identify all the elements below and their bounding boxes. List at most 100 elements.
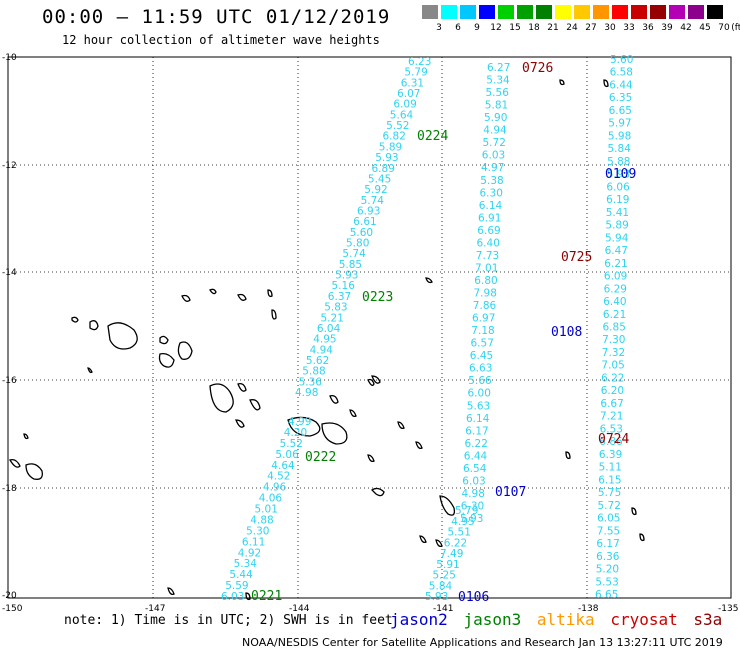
- wave-height-value: 6.19: [606, 194, 629, 206]
- wave-height-value: 5.56: [486, 87, 510, 99]
- wave-height-value: 5.89: [379, 141, 402, 153]
- lat-label: -16: [2, 376, 17, 386]
- scale-label: 30: [604, 23, 616, 33]
- wave-height-value: 6.58: [610, 67, 633, 79]
- scale-swatch: [688, 5, 704, 19]
- wave-height-value: 5.79: [455, 505, 478, 517]
- wave-height-value: 5.79: [404, 67, 427, 79]
- wave-height-value: 5.98: [608, 130, 631, 142]
- scale-swatch: [498, 5, 514, 19]
- wave-height-value: 6.00: [468, 388, 491, 400]
- wave-height-value: 5.52: [386, 120, 409, 132]
- wave-height-value: 6.03: [482, 150, 505, 162]
- map-frame: [7, 56, 732, 599]
- wave-height-value: 5.92: [364, 184, 387, 196]
- wave-height-value: 5.83: [324, 302, 347, 314]
- wave-height-value: 5.25: [433, 570, 456, 582]
- wave-height-value: 6.53: [600, 423, 623, 435]
- wave-height-value: 5.94: [605, 232, 629, 244]
- wave-height-value: 7.98: [474, 288, 497, 300]
- track-0224-0223: 6.235.796.316.076.095.645.526.825.895.93…: [295, 56, 431, 399]
- legend-jason3: jason3: [463, 610, 522, 629]
- wave-height-value: 5.34: [234, 558, 258, 570]
- wave-height-value: 5.84: [429, 580, 453, 592]
- scale-label: 15: [509, 23, 521, 33]
- legend-jason2: jason2: [390, 610, 448, 629]
- scale-swatch: [422, 5, 438, 19]
- scale-swatch: [441, 5, 457, 19]
- wave-height-value: 5.16: [332, 280, 356, 292]
- pass-label-0224: 0224: [417, 129, 448, 144]
- wave-height-value: 6.80: [474, 275, 497, 287]
- wave-height-value: 4.95: [313, 334, 336, 346]
- pass-label-0109: 0109: [605, 167, 636, 182]
- lon-label: -138: [578, 604, 599, 614]
- scale-unit: (ft): [731, 23, 740, 33]
- wave-height-value: 6.35: [609, 92, 632, 104]
- wave-height-value: 6.57: [471, 338, 494, 350]
- scale-swatch: [574, 5, 590, 19]
- wave-height-value: 6.17: [465, 425, 488, 437]
- scale-swatch: [517, 5, 533, 19]
- track-0222-0221: 4.994.205.525.064.644.524.964.065.014.88…: [221, 416, 311, 603]
- scale-label: 3: [436, 23, 442, 33]
- lon-label: -147: [145, 604, 165, 614]
- wave-height-value: 7.32: [602, 347, 625, 359]
- satellite-legend: jason2 jason3 altika cryosat s3a: [390, 610, 728, 629]
- scale-label: 36: [642, 23, 654, 33]
- wave-height-value: 6.14: [466, 413, 490, 425]
- wave-height-value: 4.98: [462, 488, 485, 500]
- wave-height-value: 5.45: [368, 174, 391, 186]
- scale-label: 21: [547, 23, 559, 33]
- wave-height-value: 6.31: [401, 77, 424, 89]
- wave-height-value: 6.54: [463, 463, 487, 475]
- wave-height-value: 6.20: [601, 385, 624, 397]
- wave-height-value: 4.98: [295, 387, 318, 399]
- wave-height-value: 6.03: [462, 475, 485, 487]
- wave-height-value: 5.89: [605, 220, 628, 232]
- track-0726-0106: 6.275.345.565.815.904.945.726.034.975.38…: [460, 62, 510, 525]
- wave-height-value: 5.38: [480, 175, 503, 187]
- pass-label-0726: 0726: [522, 61, 553, 76]
- wave-height-value: 5.59: [225, 580, 248, 592]
- wave-height-value: 6.21: [604, 258, 627, 270]
- scale-label: 39: [661, 23, 673, 33]
- wave-height-value: 6.40: [603, 296, 626, 308]
- scale-label: 33: [623, 23, 635, 33]
- scale-label: 24: [566, 23, 578, 33]
- wave-height-value: 6.22: [601, 373, 624, 385]
- wave-height-value: 5.66: [468, 375, 492, 387]
- wave-height-value: 4.95: [451, 516, 474, 528]
- footer-credit: NOAA/NESDIS Center for Satellite Applica…: [242, 636, 723, 649]
- scale-swatch: [707, 5, 723, 19]
- wave-height-value: 6.40: [477, 237, 500, 249]
- pass-label-0724: 0724: [598, 432, 629, 447]
- pass-label-0106: 0106: [458, 590, 489, 605]
- wave-height-value: 7.18: [471, 325, 494, 337]
- wave-height-value: 6.82: [383, 131, 406, 143]
- wave-height-value: 7.86: [473, 300, 497, 312]
- wave-height-value: 6.39: [599, 449, 622, 461]
- wave-height-value: 6.30: [480, 187, 503, 199]
- latitude-labels: -10 -12 -14 -16 -18 -20: [2, 53, 17, 601]
- lon-label: -144: [289, 604, 310, 614]
- pass-label-0222: 0222: [305, 450, 336, 465]
- wave-height-value: 5.44: [229, 569, 253, 581]
- wave-height-value: 6.44: [609, 80, 633, 92]
- map-subtitle: 12 hour collection of altimeter wave hei…: [62, 33, 380, 47]
- wave-height-value: 5.88: [607, 156, 630, 168]
- wave-height-value: 7.21: [600, 411, 623, 423]
- wave-height-value: 6.21: [603, 309, 626, 321]
- scale-label: 12: [490, 23, 502, 33]
- wave-height-value: 6.65: [609, 105, 632, 117]
- wave-height-value: 5.53: [595, 576, 618, 588]
- wave-height-value: 4.06: [259, 493, 283, 505]
- wave-height-value: 6.93: [357, 206, 380, 218]
- wave-height-value: 5.63: [467, 400, 490, 412]
- wave-height-value: 5.93: [375, 152, 398, 164]
- wave-height-value: 4.88: [250, 514, 273, 526]
- wave-height-value: 5.62: [306, 355, 329, 367]
- wave-height-value: 4.97: [481, 162, 504, 174]
- scale-label: 18: [528, 23, 540, 33]
